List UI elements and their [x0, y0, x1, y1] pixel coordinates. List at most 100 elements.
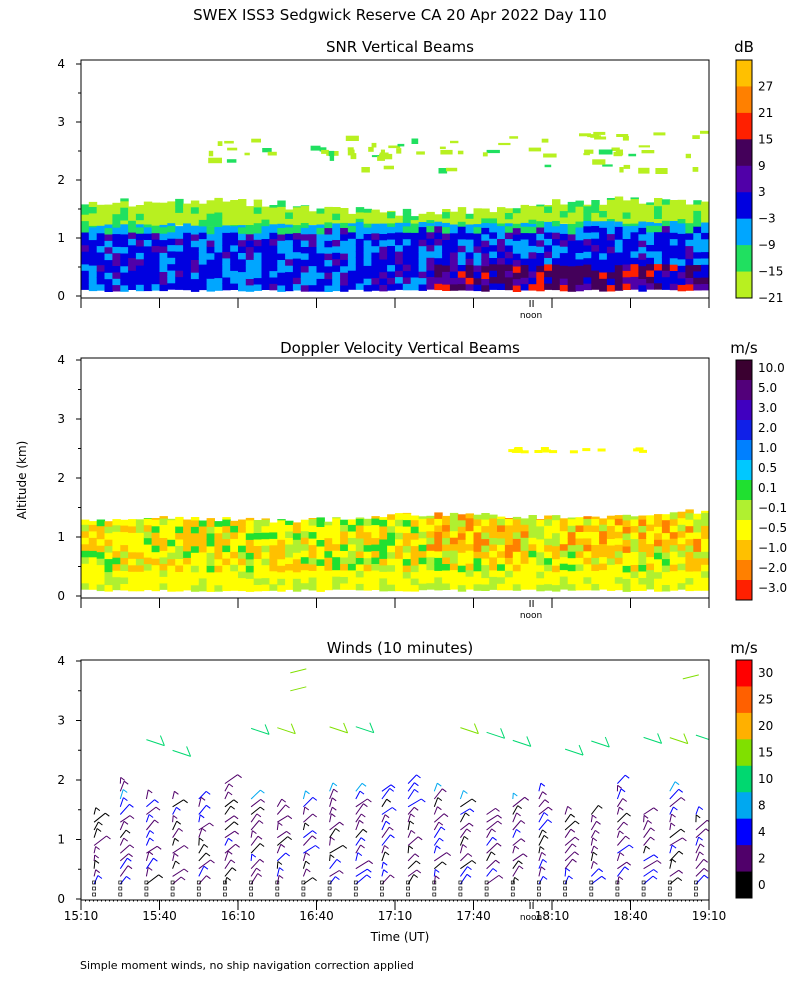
- heatmap-cell: [552, 585, 560, 592]
- heatmap-cell: [371, 570, 379, 577]
- heatmap-cell: [576, 564, 584, 571]
- heatmap-cell: [120, 577, 128, 584]
- wind-barb-feather: [306, 791, 310, 794]
- x-axis-label: Time (UT): [370, 930, 430, 944]
- heatmap-cell: [599, 570, 607, 577]
- colorbar-swatch: [736, 766, 752, 793]
- heatmap-cell: [497, 557, 505, 564]
- heatmap-cell: [529, 239, 537, 246]
- heatmap-cell: [662, 520, 670, 527]
- heatmap-cell: [576, 272, 584, 279]
- heatmap-cell: [685, 277, 693, 284]
- heatmap-cell: [332, 550, 340, 557]
- wind-barb-feather: [336, 829, 340, 832]
- wind-barb-feather: [278, 862, 282, 865]
- heatmap-cell: [364, 253, 372, 260]
- wind-barb-feather: [472, 799, 476, 802]
- heatmap-cell: [607, 233, 615, 240]
- heatmap-cell: [474, 525, 482, 532]
- heatmap-cell: [450, 277, 458, 284]
- heatmap-cell: [207, 207, 215, 214]
- heatmap-cell: [615, 252, 623, 259]
- heatmap-cell: [685, 252, 693, 259]
- heatmap-cell: [474, 532, 482, 539]
- heatmap-cell: [685, 571, 693, 578]
- wind-barb: [146, 820, 154, 830]
- calm-marker: [93, 887, 96, 890]
- heatmap-cell: [152, 532, 160, 539]
- heatmap-cell: [191, 220, 199, 227]
- echo-cell: [346, 136, 359, 141]
- wind-barb-feather: [206, 853, 210, 856]
- heatmap-cell: [654, 526, 662, 533]
- heatmap-cell: [191, 213, 199, 220]
- heatmap-cell: [560, 278, 568, 285]
- wind-barb-feather: [498, 815, 502, 818]
- heatmap-cell: [277, 234, 285, 241]
- noon-label: noon: [520, 611, 542, 621]
- wind-barb-feather: [410, 821, 414, 824]
- heatmap-cell: [277, 247, 285, 254]
- heatmap-cell: [646, 570, 654, 577]
- heatmap-cell: [693, 514, 701, 520]
- heatmap-cell: [262, 283, 270, 290]
- wind-barb-feather: [467, 874, 471, 877]
- heatmap-cell: [309, 557, 317, 564]
- wind-barb: [513, 793, 514, 799]
- heatmap-cell: [81, 214, 89, 221]
- heatmap-cell: [160, 227, 168, 234]
- heatmap-cell: [568, 234, 576, 241]
- colorbar-swatch: [736, 400, 752, 421]
- wind-barb: [565, 868, 566, 876]
- heatmap-cell: [607, 221, 615, 228]
- heatmap-cell: [646, 524, 654, 531]
- heatmap-cell: [317, 565, 325, 572]
- heatmap-cell: [293, 522, 301, 527]
- wind-barb-feather: [385, 846, 389, 849]
- heatmap-cell: [332, 213, 340, 220]
- wind-barb: [670, 870, 679, 876]
- wind-barb: [277, 805, 285, 815]
- heatmap-cell: [481, 211, 489, 218]
- heatmap-cell: [646, 531, 654, 538]
- heatmap-cell: [81, 208, 89, 215]
- heatmap-cell: [583, 206, 591, 213]
- heatmap-cell: [638, 253, 646, 260]
- wind-barb: [303, 797, 312, 806]
- wind-barb: [356, 853, 358, 861]
- heatmap-cell: [262, 226, 270, 233]
- heatmap-cell: [356, 222, 364, 226]
- wind-barb-feather: [513, 793, 517, 796]
- wind-barb-feather: [492, 829, 496, 832]
- heatmap-cell: [489, 264, 497, 271]
- wind-barb-feather: [435, 876, 439, 879]
- heatmap-cell: [238, 565, 246, 572]
- heatmap-cell: [434, 577, 442, 584]
- wind-barb-feather: [229, 784, 233, 787]
- heatmap-cell: [183, 538, 191, 545]
- echo-cell: [384, 166, 394, 170]
- heatmap-cell: [332, 517, 340, 518]
- heatmap-cell: [379, 565, 387, 572]
- heatmap-cell: [638, 584, 646, 591]
- heatmap-cell: [144, 265, 152, 272]
- wind-barb: [225, 831, 235, 838]
- heatmap-cell: [371, 224, 379, 227]
- heatmap-cell: [238, 227, 246, 234]
- wind-barb: [277, 728, 295, 734]
- echo-cell: [700, 131, 712, 134]
- heatmap-cell: [81, 537, 89, 544]
- wind-barb: [539, 847, 540, 854]
- heatmap-cell: [568, 538, 576, 545]
- heatmap-cell: [97, 284, 105, 291]
- heatmap-cell: [269, 232, 277, 239]
- heatmap-cell: [301, 266, 309, 273]
- heatmap-cell: [615, 551, 623, 558]
- heatmap-cell: [191, 565, 199, 572]
- heatmap-cell: [128, 558, 136, 565]
- wind-barb-feather: [260, 790, 264, 793]
- heatmap-cell: [638, 558, 646, 565]
- heatmap-cell: [254, 258, 262, 265]
- heatmap-cell: [277, 240, 285, 247]
- heatmap-cell: [332, 583, 340, 590]
